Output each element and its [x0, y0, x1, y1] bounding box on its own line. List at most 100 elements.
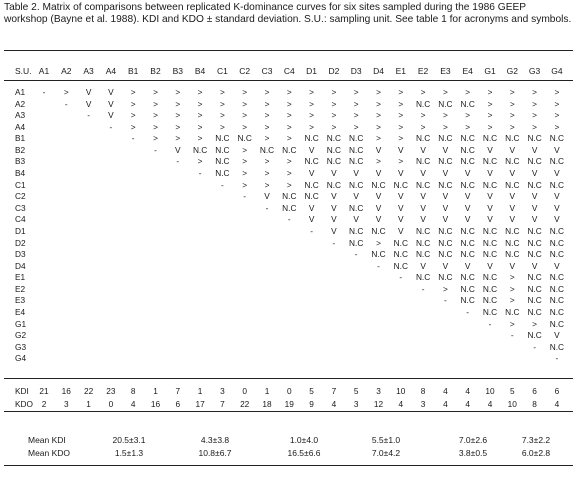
matrix-cell: > — [420, 87, 426, 97]
row-label-c3: C3 — [15, 202, 26, 213]
mean-kdo-value: 10.8±6.7 — [198, 448, 232, 458]
matrix-cell: > — [532, 98, 538, 109]
kdo-value: 4 — [554, 399, 560, 409]
matrix-cell: > — [509, 295, 515, 306]
matrix-cell: - — [510, 330, 514, 341]
kdi-value: 10 — [396, 386, 406, 396]
matrix-cell: > — [242, 98, 248, 109]
matrix-cell: V — [420, 191, 426, 202]
row-label-c4: C4 — [15, 214, 26, 225]
matrix-cell: V — [509, 168, 516, 179]
matrix-cell: V — [331, 191, 337, 202]
matrix-cell: V — [554, 202, 560, 213]
matrix-cell: N.C — [415, 272, 431, 283]
matrix-cell: > — [264, 179, 270, 190]
matrix-cell: > — [398, 121, 404, 132]
matrix-cell: > — [398, 98, 404, 109]
matrix-cell: > — [487, 87, 493, 97]
matrix-cell: V — [554, 260, 560, 271]
matrix-cell: > — [442, 87, 448, 97]
matrix-cell: N.C — [460, 272, 475, 283]
matrix-cell: N.C — [505, 156, 520, 167]
kdo-value: 3 — [420, 399, 426, 409]
su-header: S.U. — [15, 66, 32, 76]
matrix-cell: V — [509, 202, 516, 213]
matrix-cell: N.C — [215, 156, 230, 167]
matrix-cell: N.C — [349, 144, 364, 155]
matrix-cell: - — [377, 260, 380, 271]
matrix-cell: > — [532, 318, 538, 329]
matrix-cell: N.C — [527, 179, 542, 190]
matrix-cell: N.C — [549, 295, 565, 306]
matrix-cell: > — [175, 110, 181, 121]
matrix-cell: > — [242, 110, 248, 121]
matrix-cell: - — [332, 237, 336, 248]
matrix-cell: N.C — [549, 133, 565, 144]
column-header-g4: G4 — [551, 66, 563, 76]
matrix-cell: V — [308, 168, 315, 179]
kdo-value: 22 — [240, 399, 250, 409]
matrix-cell: N.C — [482, 272, 498, 283]
matrix-cell: > — [331, 98, 337, 109]
matrix-cell: V — [531, 144, 538, 155]
matrix-cell: - — [64, 98, 68, 109]
matrix-cell: N.C — [215, 144, 230, 155]
matrix-cell: V — [509, 214, 516, 225]
column-header-d3: D3 — [350, 66, 362, 76]
row-label-g4: G4 — [15, 353, 27, 364]
mean-kdi-value: 5.5±1.0 — [371, 435, 401, 445]
matrix-cell: > — [554, 121, 560, 132]
matrix-cell: > — [219, 87, 225, 97]
matrix-cell: > — [509, 121, 515, 132]
matrix-cell: V — [331, 202, 337, 213]
matrix-cell: > — [309, 121, 315, 132]
matrix-cell: N.C — [415, 98, 431, 109]
matrix-cell: V — [398, 202, 404, 213]
kdi-value: 4 — [465, 386, 470, 396]
mean-kdo-value: 1.5±1.3 — [114, 448, 144, 458]
matrix-cell: V — [375, 214, 382, 225]
matrix-cell: N.C — [527, 133, 542, 144]
matrix-cell: > — [465, 121, 471, 132]
kdi-value: 22 — [83, 386, 94, 396]
matrix-cell: V — [398, 214, 404, 225]
matrix-cell: N.C — [326, 133, 342, 144]
matrix-cell: V — [442, 214, 449, 225]
matrix-cell: > — [197, 110, 203, 121]
mean-kdi-value: 7.0±2.6 — [458, 435, 488, 445]
matrix-cell: > — [130, 98, 136, 109]
column-header-c4: C4 — [283, 66, 295, 76]
row-label-g3: G3 — [15, 341, 27, 352]
matrix-cell: > — [242, 179, 248, 190]
matrix-cell: N.C — [527, 237, 542, 248]
matrix-cell: V — [554, 191, 560, 202]
matrix-cell: > — [264, 110, 270, 121]
matrix-cell: N.C — [259, 144, 275, 155]
matrix-cell: > — [331, 110, 337, 121]
column-header-a2: A2 — [61, 66, 72, 76]
matrix-cell: > — [197, 87, 203, 97]
matrix-cell: N.C — [482, 295, 498, 306]
kdo-value: 1 — [86, 399, 91, 409]
matrix-cell: - — [154, 144, 157, 155]
matrix-cell: > — [509, 98, 515, 109]
matrix-cell: N.C — [460, 144, 475, 155]
matrix-cell: N.C — [415, 156, 431, 167]
matrix-cell: N.C — [349, 225, 364, 236]
column-header-c2: C2 — [239, 66, 251, 76]
row-label-c2: C2 — [15, 191, 26, 202]
matrix-cell: N.C — [438, 249, 453, 260]
matrix-cell: > — [242, 168, 248, 179]
matrix-cell: > — [331, 87, 337, 97]
matrix-cell: V — [442, 168, 449, 179]
matrix-cell: N.C — [304, 191, 319, 202]
matrix-cell: N.C — [527, 295, 542, 306]
matrix-cell: > — [331, 121, 337, 132]
column-header-d2: D2 — [328, 66, 340, 76]
matrix-cell: N.C — [393, 249, 408, 260]
matrix-cell: N.C — [438, 133, 453, 144]
matrix-cell: > — [286, 156, 292, 167]
column-header-g3: G3 — [528, 66, 541, 76]
kdi-value: 5 — [353, 386, 359, 396]
column-header-d1: D1 — [306, 66, 318, 76]
